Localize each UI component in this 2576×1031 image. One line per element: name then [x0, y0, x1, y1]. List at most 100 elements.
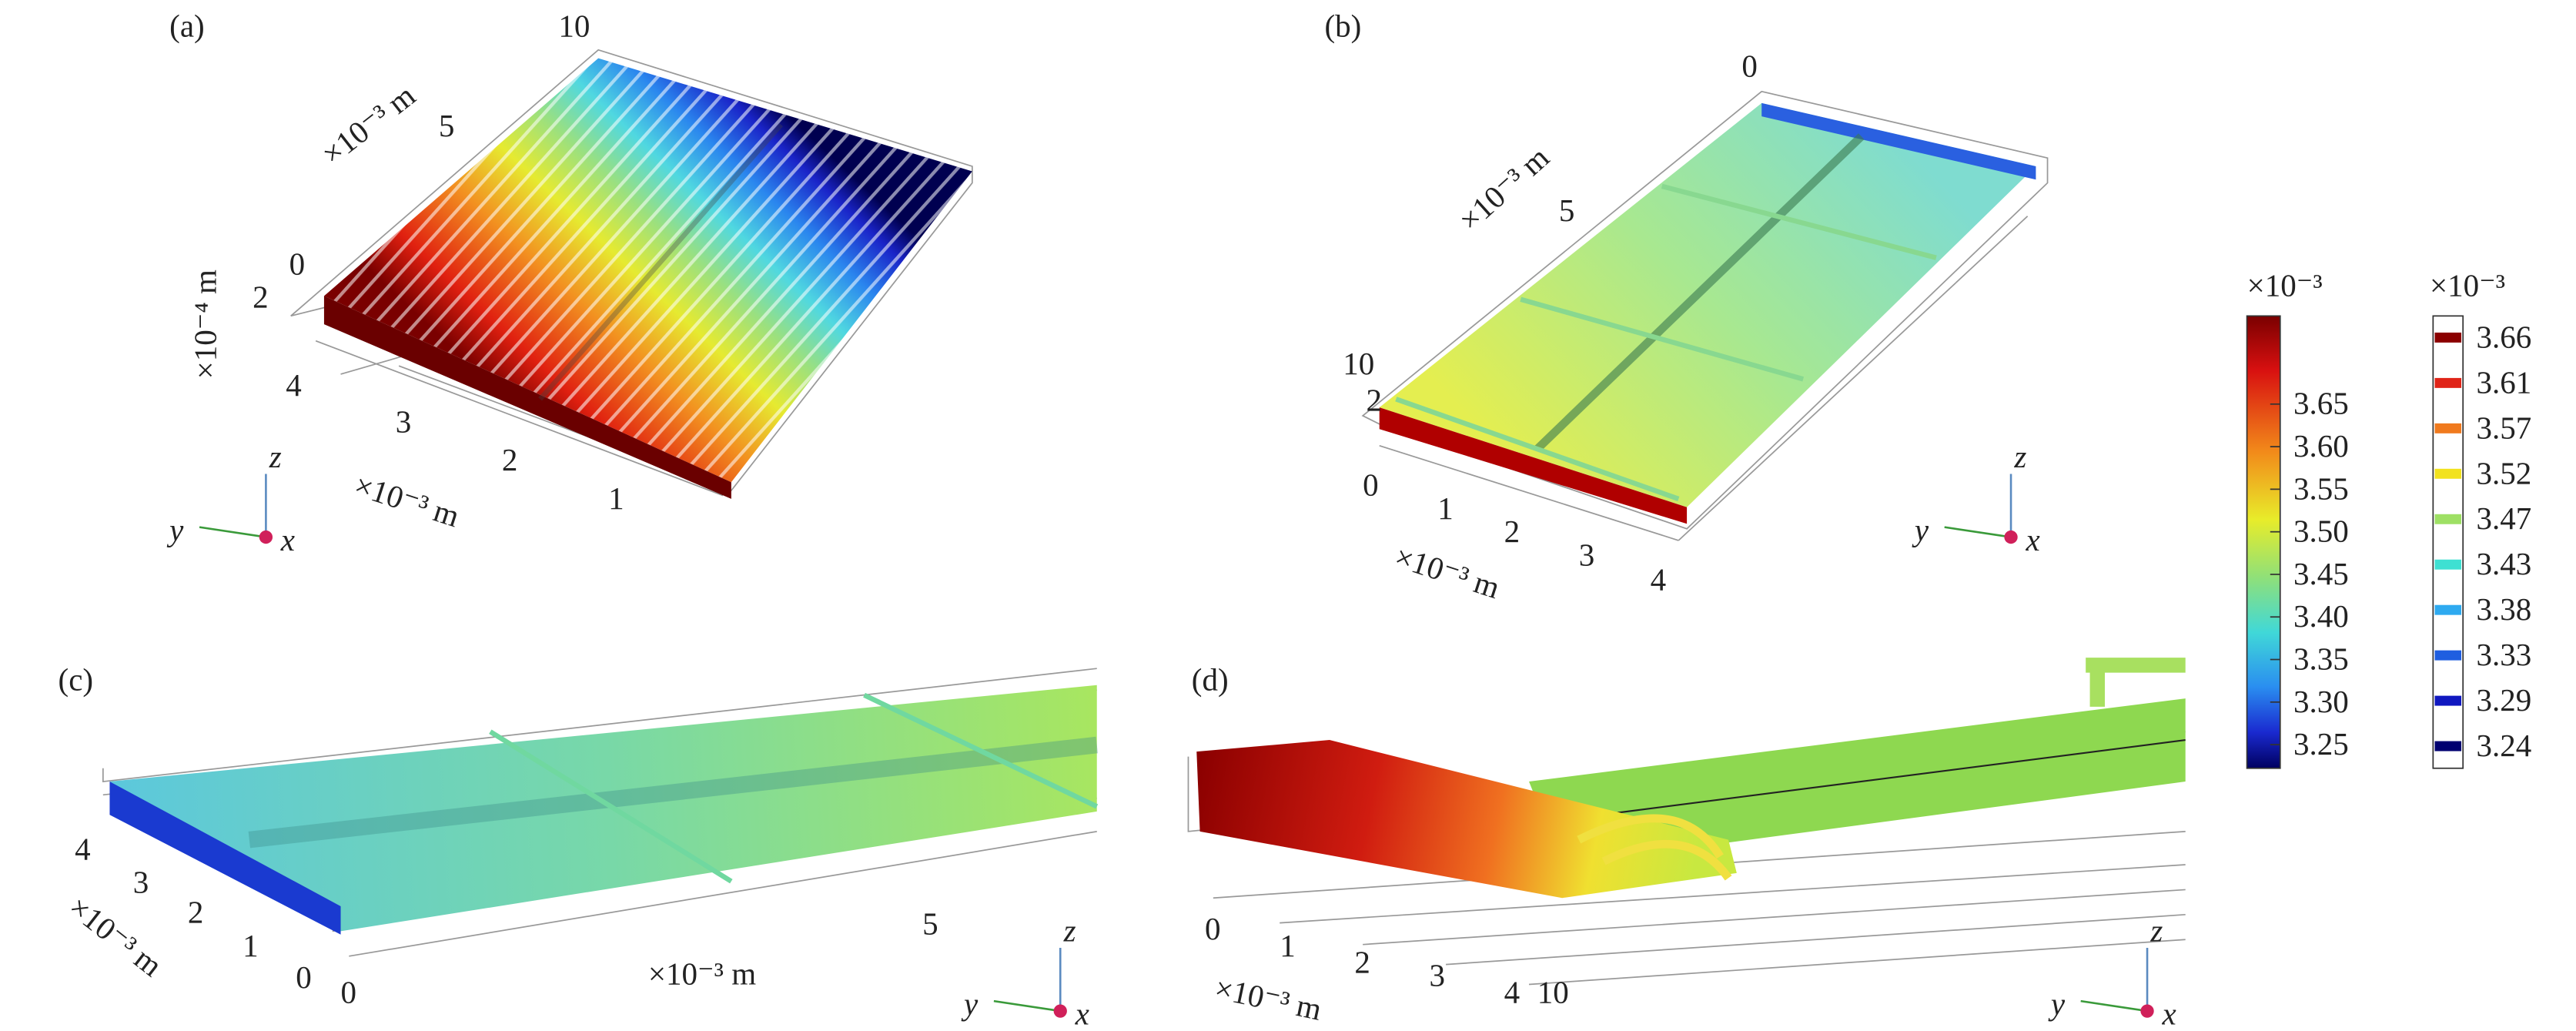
colorbar: ×10⁻³ 3.65 3.60 3.55 3.50 3.45 3.40 3.35 3.30 3.… — [2246, 267, 2349, 769]
triad-y-label: y — [166, 512, 184, 547]
tick-label: 10 — [1537, 974, 1569, 1009]
level-swatch — [2434, 559, 2462, 570]
ribs — [489, 692, 1099, 884]
tick-label: 0 — [1363, 467, 1379, 503]
colorbar-tick-label: 3.40 — [2293, 598, 2349, 634]
tick-label: 2 — [1504, 514, 1521, 549]
tube — [2086, 658, 2186, 707]
panel-b: (b) 0 5 10 2 0 1 2 3 4 ×10⁻³ m ×10⁻³ m — [1324, 8, 2049, 605]
axis-label: ×10⁻³ m — [62, 889, 169, 983]
tick-label: 1 — [608, 480, 624, 516]
tick-label: 0 — [341, 974, 357, 1009]
temperature-plate — [1379, 102, 2036, 507]
hot-block — [1196, 740, 1737, 899]
tick-label: 3 — [396, 404, 412, 440]
triad-x-label: x — [280, 522, 295, 557]
tick-label: 0 — [289, 246, 306, 281]
tick-label: 4 — [1651, 562, 1667, 598]
level-swatch — [2434, 514, 2462, 524]
colorbar-tick-label: 3.25 — [2293, 726, 2349, 762]
tick-label: 3 — [133, 865, 149, 900]
axis-label: ×10⁻³ m — [350, 467, 464, 534]
level-label: 3.33 — [2476, 637, 2531, 672]
panel-label: (d) — [1192, 661, 1229, 697]
level-label: 3.24 — [2476, 728, 2531, 763]
tick-label: 4 — [75, 832, 91, 867]
grid-line — [315, 340, 724, 497]
grid-line — [1379, 444, 1679, 541]
level-swatch — [2434, 423, 2462, 433]
plate-edge — [323, 296, 731, 499]
axis-label: ×10⁻³ m — [648, 956, 756, 992]
grid-line — [1678, 216, 2029, 541]
colorbar-tick-label: 3.55 — [2293, 470, 2349, 506]
level-swatch — [2434, 604, 2462, 615]
level-swatch — [2434, 332, 2462, 343]
temperature-plate — [109, 685, 1097, 932]
level-swatch — [2434, 741, 2462, 751]
colorbar-gradient — [2246, 315, 2281, 769]
axis-label: ×10⁻³ m — [1212, 970, 1325, 1027]
cold-edge — [109, 782, 341, 935]
colorbar-tick-label: 3.45 — [2293, 556, 2349, 591]
level-swatch — [2434, 650, 2462, 661]
bounding-box — [102, 668, 1097, 783]
ribs — [1395, 183, 1937, 501]
triad-x-dot — [2140, 1004, 2154, 1018]
cold-edge — [1761, 102, 2036, 180]
triad-x-label: x — [2161, 996, 2176, 1031]
colorbar-tick-label: 3.60 — [2293, 428, 2349, 464]
tube-stripes — [323, 58, 972, 483]
panel-label: (a) — [169, 8, 205, 44]
triad-x-label: x — [2025, 522, 2039, 557]
centre-groove — [248, 736, 1098, 849]
tick-label: 0 — [296, 959, 312, 995]
tick-label: 4 — [286, 367, 302, 403]
tick-label: 5 — [439, 108, 455, 143]
tick-label: 3 — [1579, 537, 1595, 572]
level-label: 3.66 — [2476, 319, 2531, 354]
triad-z-label: z — [2149, 912, 2163, 948]
panel-label: (b) — [1324, 8, 1361, 44]
tick-label: 2 — [1366, 382, 1382, 417]
panel-a: (a) 10 5 0 2 4 3 2 1 ×10⁻³ m ×10⁻⁴ m ×10… — [169, 8, 973, 534]
level-label: 3.38 — [2476, 591, 2531, 627]
centre-groove — [1534, 133, 1865, 452]
tick-label: 0 — [1205, 911, 1221, 946]
axis-triad: z y x — [166, 439, 295, 557]
level-label: 3.43 — [2476, 546, 2531, 581]
grid-line — [349, 830, 1097, 957]
hot-edge — [1379, 407, 1688, 524]
axis-triads: z y x z y x z y x z y x — [166, 439, 2176, 1031]
channel-line — [1562, 738, 2186, 821]
axis-triad: z y x — [2048, 912, 2176, 1031]
colorbar-tick-label: 3.35 — [2293, 641, 2349, 676]
level-swatch — [2434, 468, 2462, 479]
tick-label: 1 — [1280, 928, 1296, 963]
colorbar-tick-label: 3.30 — [2293, 684, 2349, 719]
tick-label: 1 — [1437, 490, 1454, 526]
level-label: 3.61 — [2476, 364, 2531, 400]
level-label: 3.57 — [2476, 410, 2531, 445]
tick-label: 2 — [253, 280, 269, 315]
legend-exponent: ×10⁻³ — [2430, 267, 2505, 303]
tick-label: 5 — [1559, 192, 1575, 228]
axis-triad: z y x — [1912, 439, 2040, 557]
triad-y-label: y — [961, 986, 979, 1021]
tick-label: 2 — [188, 895, 204, 930]
tick-label: 2 — [1354, 944, 1370, 979]
triad-y-label: y — [1912, 512, 1929, 547]
level-swatch — [2434, 695, 2462, 706]
triad-z-label: z — [1063, 912, 1076, 948]
axis-triad: z y x — [961, 912, 1089, 1031]
triad-x-label: x — [1075, 996, 1089, 1031]
colorbar-tick-label: 3.50 — [2293, 514, 2349, 549]
panel-label: (c) — [59, 661, 94, 697]
triad-y-arrow — [2080, 999, 2148, 1013]
tick-label: 1 — [243, 928, 259, 963]
triad-y-arrow — [993, 999, 1061, 1013]
axis-label: ×10⁻⁴ m — [188, 269, 223, 379]
level-label: 3.47 — [2476, 500, 2531, 536]
axis-label: ×10⁻³ m — [1452, 139, 1556, 238]
